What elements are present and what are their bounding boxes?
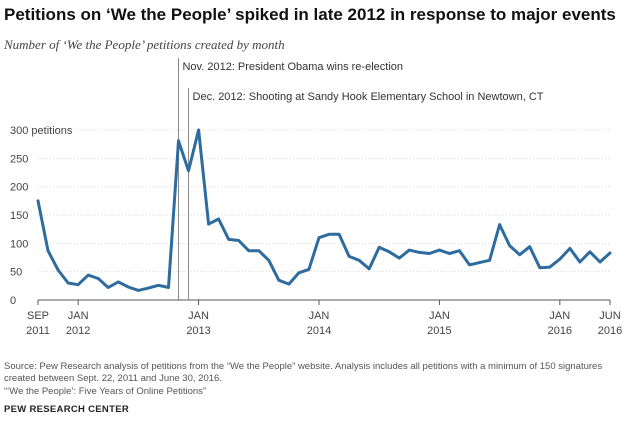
data-point <box>66 281 70 285</box>
brand-logo-text: PEW RESEARCH CENTER <box>4 404 129 415</box>
series-line <box>36 128 612 292</box>
data-point <box>127 285 130 289</box>
x-tick-label: 2016 <box>598 325 622 337</box>
data-point <box>598 260 602 264</box>
data-point <box>438 248 441 252</box>
data-point <box>337 233 341 236</box>
data-point <box>418 251 421 254</box>
data-point <box>488 259 491 262</box>
data-point <box>498 223 501 226</box>
data-point <box>428 252 431 255</box>
data-point <box>217 217 220 221</box>
data-point <box>478 261 481 264</box>
x-tick-label: SEP <box>27 310 49 322</box>
data-point <box>367 267 371 271</box>
data-point <box>317 236 321 239</box>
source-note: Source: Pew Research analysis of petitio… <box>4 361 603 384</box>
data-point <box>76 283 80 286</box>
data-point <box>558 258 562 261</box>
x-tick-label: 2015 <box>427 325 451 337</box>
data-point <box>448 252 451 255</box>
annotation-label: Nov. 2012: President Obama wins re-elect… <box>182 61 403 73</box>
x-tick-label: 2012 <box>66 325 90 337</box>
chart-title: Petitions on ‘We the People’ spiked in l… <box>4 5 616 24</box>
y-tick-label: 150 <box>10 210 28 222</box>
data-point <box>398 256 401 260</box>
data-point <box>388 250 391 254</box>
x-tick-label: JAN <box>549 310 570 322</box>
data-point <box>468 263 471 267</box>
x-tick-label: 2011 <box>26 325 50 337</box>
data-point <box>508 244 511 247</box>
data-point <box>357 259 361 262</box>
data-point <box>528 245 531 248</box>
data-point <box>347 255 351 258</box>
data-point <box>287 282 291 286</box>
x-tick-label: JAN <box>429 310 450 322</box>
x-tick-label: JAN <box>188 310 209 322</box>
data-point <box>237 239 240 242</box>
data-point <box>257 249 260 252</box>
data-point <box>46 249 50 252</box>
chart-subtitle: Number of ‘We the People’ petitions crea… <box>4 37 285 52</box>
data-point <box>578 260 582 264</box>
data-point <box>187 169 190 172</box>
y-tick-label: 50 <box>10 267 22 279</box>
data-point <box>97 277 100 280</box>
data-point <box>588 250 592 254</box>
data-point <box>147 286 150 290</box>
data-point <box>227 238 230 241</box>
y-tick-label: 300 petitions <box>10 125 73 137</box>
x-tick-label: JAN <box>68 310 89 322</box>
x-tick-label: 2016 <box>548 325 572 337</box>
data-point <box>137 289 140 292</box>
data-point <box>408 248 411 252</box>
data-point <box>207 222 210 226</box>
x-tick-label: 2013 <box>186 325 210 337</box>
data-point <box>548 265 551 269</box>
data-point <box>167 286 170 289</box>
report-note: “‘We the People’: Five Years of Online P… <box>4 386 207 397</box>
data-point <box>117 280 120 284</box>
data-point <box>86 273 90 277</box>
data-point <box>377 246 381 249</box>
x-tick-label: JUN <box>599 310 620 322</box>
data-point <box>36 199 40 203</box>
annotation-label: Dec. 2012: Shooting at Sandy Hook Elemen… <box>193 91 544 103</box>
line-chart: Nov. 2012: President Obama wins re-elect… <box>10 58 622 337</box>
y-tick-label: 0 <box>10 295 16 307</box>
y-tick-label: 100 <box>10 238 28 250</box>
x-tick-label: 2014 <box>307 325 331 337</box>
data-point <box>518 253 521 256</box>
data-point <box>327 233 331 236</box>
x-tick-label: JAN <box>309 310 330 322</box>
data-point <box>197 128 200 132</box>
y-tick-label: 200 <box>10 182 28 194</box>
data-point <box>157 284 160 287</box>
data-point <box>568 247 572 250</box>
data-point <box>267 259 271 262</box>
data-point <box>307 268 311 271</box>
data-point <box>297 271 301 274</box>
data-point <box>458 249 461 252</box>
data-point <box>177 139 180 142</box>
data-point <box>277 278 281 282</box>
data-point <box>538 266 541 269</box>
data-point <box>247 249 250 252</box>
data-point <box>56 268 60 272</box>
y-tick-label: 250 <box>10 153 28 165</box>
data-point <box>107 286 110 289</box>
data-point <box>608 251 612 255</box>
